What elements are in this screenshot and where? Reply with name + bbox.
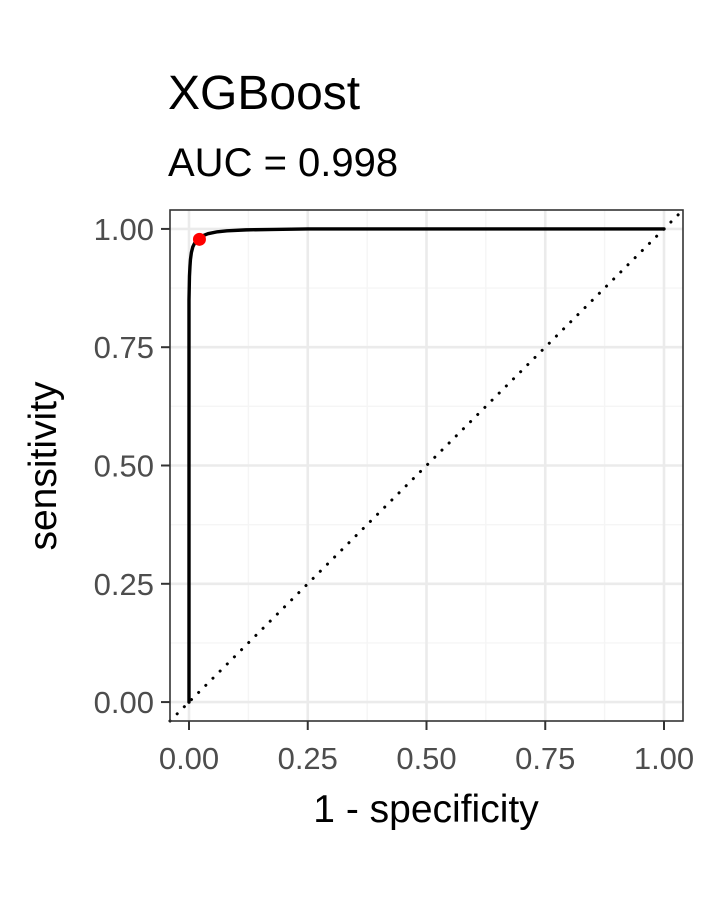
- x-tick-label: 0.00: [159, 741, 219, 776]
- chart-subtitle: AUC = 0.998: [168, 141, 398, 185]
- reference-diagonal: [168, 208, 685, 723]
- chart-title: XGBoost: [168, 67, 360, 120]
- y-tick-label: 0.25: [94, 567, 154, 602]
- x-axis-label: 1 - specificity: [313, 788, 539, 831]
- y-tick-label: 0.00: [94, 685, 154, 720]
- y-tick-label: 0.75: [94, 330, 154, 365]
- x-axis-ticks: 0.00 0.25 0.50 0.75 1.00: [159, 721, 694, 776]
- y-axis-label: sensitivity: [22, 381, 65, 551]
- y-axis-ticks: 0.00 0.25 0.50 0.75 1.00: [94, 212, 170, 720]
- x-tick-label: 0.50: [396, 741, 456, 776]
- y-tick-label: 1.00: [94, 212, 154, 247]
- x-tick-label: 1.00: [634, 741, 694, 776]
- optimal-threshold-point: [192, 232, 206, 246]
- x-tick-label: 0.25: [278, 741, 338, 776]
- y-tick-label: 0.50: [94, 449, 154, 484]
- highlight-point-layer: [192, 232, 206, 246]
- x-tick-label: 0.75: [515, 741, 575, 776]
- reference-diagonal-line: [168, 208, 685, 723]
